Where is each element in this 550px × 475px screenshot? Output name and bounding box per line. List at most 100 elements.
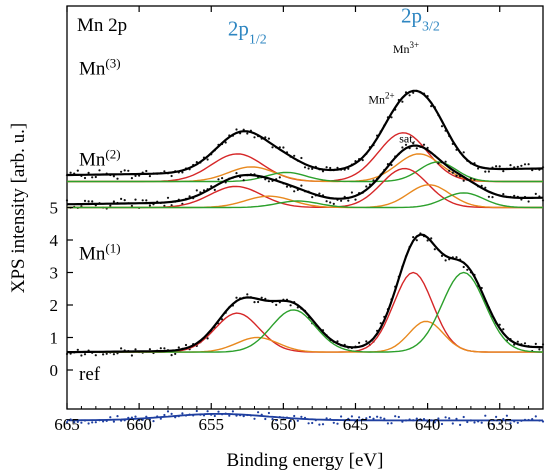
data-point [257, 300, 260, 304]
data-point [350, 415, 353, 418]
fit-envelope [67, 412, 543, 422]
data-point [228, 414, 231, 417]
data-point [94, 354, 97, 357]
data-point [325, 166, 328, 169]
data-point [253, 136, 256, 139]
data-point [91, 176, 94, 179]
data-point [415, 417, 418, 420]
data-point [340, 199, 343, 202]
data-point [484, 186, 487, 189]
data-point [134, 174, 137, 177]
data-point [83, 353, 87, 356]
data-point [365, 185, 368, 188]
data-point [379, 322, 382, 325]
data-point [325, 200, 328, 203]
data-point [325, 417, 328, 420]
data-point [87, 171, 90, 174]
data-point [267, 180, 270, 183]
data-point [534, 342, 537, 345]
data-point [415, 239, 418, 242]
data-point [289, 419, 292, 422]
data-point [293, 414, 296, 418]
data-point [480, 421, 483, 424]
data-point [487, 170, 490, 173]
data-point [120, 197, 123, 200]
data-point [112, 175, 115, 178]
data-point [358, 341, 361, 344]
x-axis-label: Binding energy [eV] [227, 450, 384, 471]
data-point [412, 91, 415, 94]
fit-sat- [67, 161, 543, 183]
data-point [163, 170, 166, 173]
x-tick-label: 650 [271, 415, 297, 434]
data-point [455, 174, 458, 177]
component-label-main: Mn [393, 42, 410, 56]
data-point [495, 165, 498, 168]
data-point [487, 195, 490, 198]
peak-label-main: 2p [401, 3, 422, 27]
data-point [321, 170, 325, 173]
data-point [412, 236, 415, 239]
data-point [217, 410, 220, 413]
data-point [516, 165, 519, 168]
data-point [376, 415, 379, 418]
data-point [221, 177, 224, 180]
data-point [462, 151, 465, 154]
data-point [448, 417, 451, 420]
sample-label: Mn(3) [79, 55, 121, 80]
data-point [311, 196, 314, 199]
data-point [495, 415, 498, 418]
data-point [134, 415, 137, 418]
data-point [271, 418, 274, 421]
data-point [440, 125, 444, 128]
sample-label-sup: (1) [105, 240, 120, 255]
data-point [148, 418, 151, 421]
data-point [303, 166, 307, 169]
data-point [466, 420, 469, 424]
data-point [307, 167, 310, 170]
data-point [538, 348, 541, 351]
data-point [246, 132, 249, 135]
x-tick-label: 640 [415, 415, 441, 434]
data-point [188, 195, 191, 198]
data-point [484, 414, 487, 417]
data-point [433, 421, 436, 424]
data-point [404, 143, 408, 146]
data-point [267, 137, 270, 140]
data-point [397, 415, 400, 419]
data-point [469, 177, 472, 180]
data-point [134, 348, 137, 351]
data-point [513, 194, 516, 197]
data-point [213, 188, 216, 191]
data-point [329, 201, 332, 204]
data-point [502, 328, 505, 331]
y-tick-label: 1 [50, 329, 59, 348]
data-point [181, 412, 184, 415]
data-point [282, 146, 285, 149]
data-point [116, 177, 119, 180]
data-point [509, 422, 512, 425]
data-point [94, 175, 97, 179]
data-point [257, 411, 260, 414]
data-point [394, 415, 397, 418]
data-point [285, 185, 289, 188]
data-point [466, 268, 469, 271]
data-point [383, 417, 386, 420]
data-point [109, 416, 112, 419]
data-point [120, 170, 123, 173]
data-point [134, 198, 137, 201]
data-point [451, 422, 454, 425]
data-point [73, 421, 76, 424]
data-point [516, 421, 519, 424]
data-point [170, 412, 173, 415]
data-point [163, 413, 166, 417]
data-point [505, 414, 508, 417]
data-point [340, 415, 343, 418]
data-point [170, 174, 173, 178]
data-point [509, 164, 512, 167]
chart-title: Mn 2p [77, 15, 127, 36]
data-point [354, 198, 357, 201]
y-tick-label: 2 [50, 296, 59, 315]
data-point [440, 422, 444, 426]
data-point [145, 199, 148, 202]
